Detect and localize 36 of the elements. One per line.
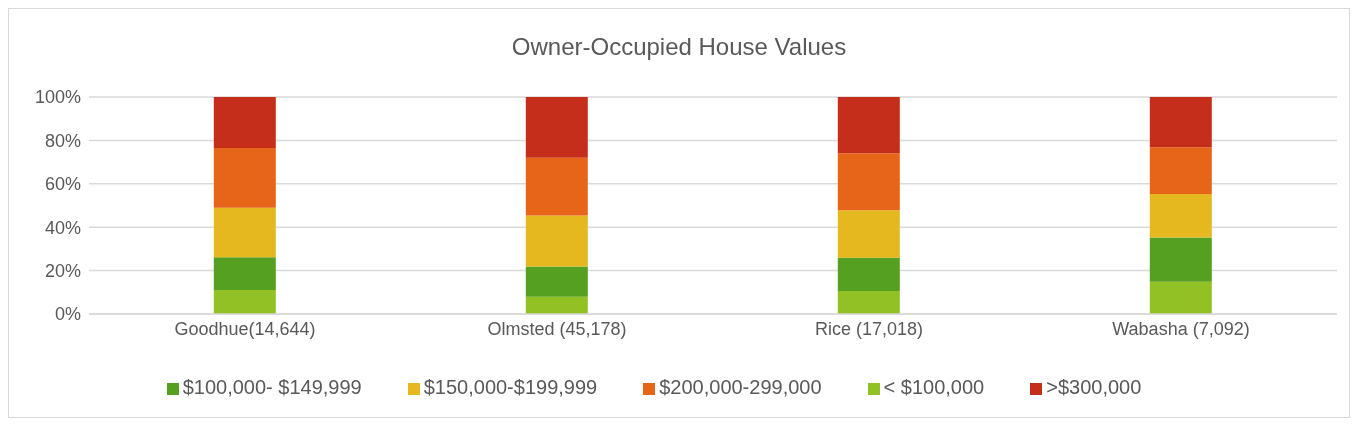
bar	[525, 157, 588, 216]
bar	[213, 97, 276, 148]
bar	[213, 148, 276, 208]
bar	[837, 291, 900, 314]
bar	[1149, 147, 1212, 194]
y-tick-label: 80%	[44, 130, 81, 151]
bar	[837, 210, 900, 258]
bar	[837, 97, 900, 154]
bar	[837, 257, 900, 291]
bar	[525, 97, 588, 158]
y-tick-label: 40%	[44, 217, 81, 238]
legend-label: $100,000- $149,999	[182, 376, 362, 398]
y-tick-label: 60%	[44, 174, 81, 195]
bar	[525, 215, 588, 267]
bar	[213, 257, 276, 290]
bar	[525, 266, 588, 297]
x-tick-label: Rice (17,018)	[814, 318, 924, 339]
chart-title: Owner-Occupied House Values	[510, 33, 848, 61]
legend-label: < $100,000	[883, 376, 985, 398]
legend-label: >$300,000	[1046, 376, 1142, 398]
bar	[1149, 237, 1212, 282]
x-tick-label: Goodhue(14,644)	[174, 318, 316, 339]
bar	[213, 207, 276, 258]
bar	[213, 289, 276, 314]
bar	[525, 296, 588, 314]
x-tick-label: Olmsted (45,178)	[487, 318, 627, 339]
bar	[1149, 281, 1212, 314]
y-tick-label: 20%	[44, 260, 81, 281]
y-tick-label: 0%	[54, 304, 81, 325]
x-tick-label: Wabasha (7,092)	[1112, 318, 1250, 339]
bar	[1149, 194, 1212, 238]
legend-label: $150,000-$199,999	[423, 376, 598, 398]
bar	[1149, 97, 1212, 148]
bar	[837, 153, 900, 211]
legend-label: $200,000-299,000	[659, 376, 822, 398]
y-tick-label: 100%	[34, 87, 81, 108]
